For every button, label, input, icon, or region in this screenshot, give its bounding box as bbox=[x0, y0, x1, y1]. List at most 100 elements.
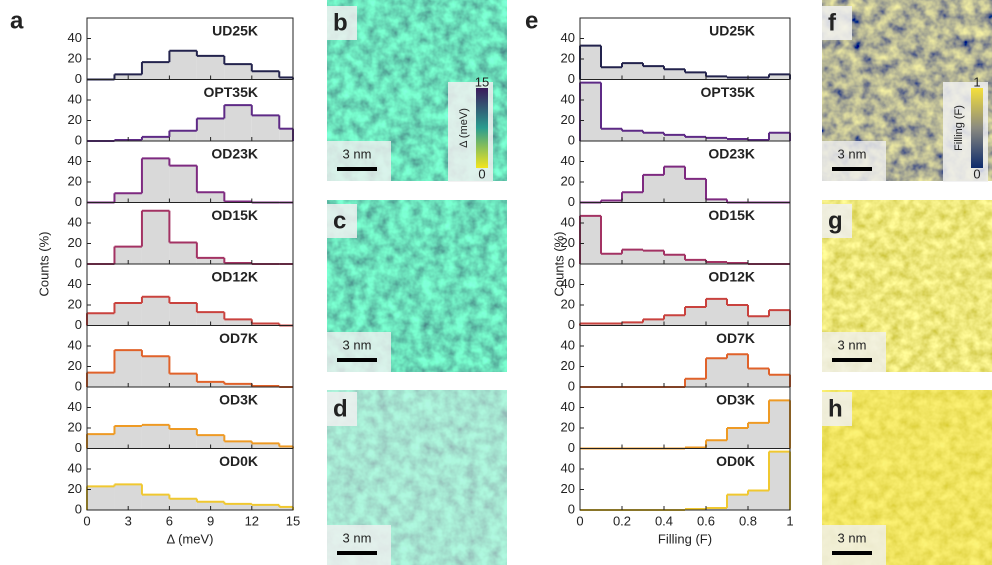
bar bbox=[169, 498, 197, 510]
bar bbox=[169, 302, 197, 326]
scale-bar-label: 3 nm bbox=[343, 337, 372, 352]
bar bbox=[87, 434, 115, 449]
bar bbox=[769, 451, 790, 510]
bar bbox=[169, 242, 197, 264]
letter-box bbox=[327, 392, 357, 426]
colorbar bbox=[971, 88, 983, 168]
bar bbox=[706, 298, 727, 326]
bar bbox=[769, 310, 790, 326]
bar bbox=[706, 76, 727, 80]
bar bbox=[279, 128, 293, 141]
y-axis-label: Counts (%) bbox=[36, 231, 51, 296]
bar bbox=[601, 253, 622, 264]
y-tick-label: 20 bbox=[561, 296, 575, 311]
y-tick-label: 0 bbox=[568, 378, 575, 393]
bar bbox=[279, 446, 293, 449]
bar bbox=[580, 45, 601, 80]
bar bbox=[196, 55, 225, 80]
bar bbox=[141, 356, 170, 387]
bar bbox=[664, 69, 685, 80]
letter-box bbox=[822, 204, 852, 238]
bar bbox=[685, 259, 706, 264]
bar bbox=[114, 350, 142, 387]
y-tick-label: 40 bbox=[561, 30, 575, 45]
y-tick-label: 20 bbox=[68, 112, 82, 127]
bar bbox=[664, 166, 685, 203]
x-axis-label: Filling (F) bbox=[658, 531, 712, 546]
scale-box bbox=[822, 141, 886, 181]
bar bbox=[643, 66, 664, 80]
bar bbox=[224, 64, 252, 80]
histogram-title: OD0K bbox=[716, 453, 755, 469]
bar bbox=[169, 373, 197, 387]
y-tick-label: 40 bbox=[561, 337, 575, 352]
y-tick-label: 40 bbox=[68, 276, 82, 291]
bar bbox=[141, 62, 170, 80]
scale-bar-label: 3 nm bbox=[838, 146, 867, 161]
bar bbox=[601, 323, 622, 326]
y-tick-label: 0 bbox=[568, 440, 575, 455]
bar bbox=[141, 158, 170, 203]
histogram-title: OD7K bbox=[219, 330, 258, 346]
y-tick-label: 20 bbox=[561, 50, 575, 65]
bar bbox=[196, 118, 225, 141]
bar bbox=[580, 82, 601, 141]
x-tick-label: 0.2 bbox=[613, 513, 631, 528]
y-tick-label: 0 bbox=[75, 194, 82, 209]
bar bbox=[727, 428, 748, 449]
y-tick-label: 0 bbox=[75, 255, 82, 270]
y-tick-label: 20 bbox=[68, 235, 82, 250]
bar bbox=[169, 50, 197, 80]
colorbar-max: 15 bbox=[475, 74, 489, 89]
bar bbox=[643, 250, 664, 264]
bar bbox=[141, 424, 170, 449]
histogram-title: OD3K bbox=[716, 392, 755, 408]
y-tick-label: 40 bbox=[68, 214, 82, 229]
bar bbox=[664, 254, 685, 264]
bar bbox=[279, 77, 293, 80]
bar bbox=[141, 136, 170, 141]
y-tick-label: 40 bbox=[68, 460, 82, 475]
y-tick-label: 0 bbox=[568, 71, 575, 86]
bar bbox=[251, 323, 280, 326]
panel-letter: f bbox=[828, 9, 837, 36]
bar bbox=[169, 165, 197, 203]
bar bbox=[196, 501, 225, 510]
y-tick-label: 0 bbox=[75, 132, 82, 147]
bar bbox=[580, 215, 601, 264]
bar bbox=[706, 261, 727, 264]
bar bbox=[114, 193, 142, 203]
bar bbox=[769, 374, 790, 387]
y-tick-label: 40 bbox=[68, 399, 82, 414]
histogram-title: OPT35K bbox=[701, 84, 755, 100]
y-tick-label: 20 bbox=[68, 50, 82, 65]
bar bbox=[251, 443, 280, 449]
letter-box bbox=[822, 392, 852, 426]
y-tick-label: 40 bbox=[68, 91, 82, 106]
bar bbox=[141, 210, 170, 264]
y-tick-label: 40 bbox=[561, 91, 575, 106]
bar bbox=[196, 192, 225, 203]
histogram-title: OD3K bbox=[219, 392, 258, 408]
x-tick-label: 0.8 bbox=[739, 513, 757, 528]
histogram-title: OD23K bbox=[708, 146, 755, 162]
bar bbox=[748, 316, 769, 326]
scale-bar-label: 3 nm bbox=[343, 146, 372, 161]
scale-box bbox=[327, 525, 391, 565]
bar bbox=[727, 494, 748, 510]
scale-bar-label: 3 nm bbox=[838, 337, 867, 352]
histogram-title: OD12K bbox=[708, 269, 755, 285]
bar bbox=[580, 323, 601, 326]
bar bbox=[685, 72, 706, 80]
bar bbox=[748, 422, 769, 449]
bar bbox=[169, 130, 197, 141]
bar bbox=[622, 192, 643, 203]
y-tick-label: 20 bbox=[68, 419, 82, 434]
y-tick-label: 20 bbox=[68, 173, 82, 188]
panel-letter: d bbox=[333, 395, 348, 422]
plot-frame bbox=[86, 448, 294, 511]
panel-letter: g bbox=[828, 207, 843, 234]
x-tick-label: 12 bbox=[245, 513, 259, 528]
bar bbox=[141, 494, 170, 510]
